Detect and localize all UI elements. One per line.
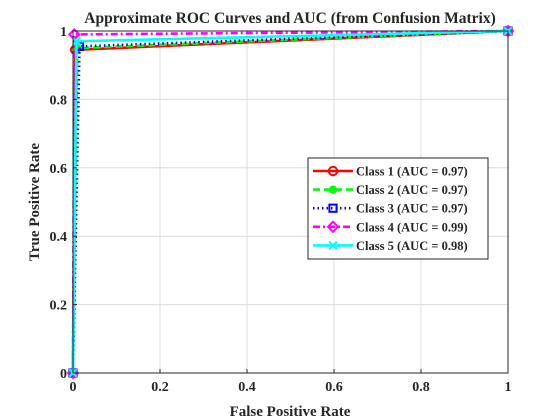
x-marker xyxy=(328,240,338,250)
y-axis-label: True Positive Rate xyxy=(27,143,43,261)
legend-item-class-1: Class 1 (AUC = 0.97) xyxy=(313,165,468,179)
square-marker xyxy=(328,203,338,213)
chart-title: Approximate ROC Curves and AUC (from Con… xyxy=(84,10,495,27)
x-tick-label: 1 xyxy=(505,380,512,395)
x-tick-label: 0.2 xyxy=(151,380,169,395)
legend: Class 1 (AUC = 0.97) Class 2 (AUC = 0.97)… xyxy=(307,157,489,260)
x-tick-label: 0.8 xyxy=(412,380,430,395)
y-tick-label: 0.6 xyxy=(50,162,68,177)
legend-box xyxy=(307,157,489,260)
x-axis-label: False Positive Rate xyxy=(230,404,351,420)
diamond-marker xyxy=(326,220,340,234)
x-tick-label: 0.4 xyxy=(238,380,256,395)
legend-item-class-5: Class 5 (AUC = 0.98) xyxy=(313,239,468,253)
legend-label: Class 2 (AUC = 0.97) xyxy=(356,183,468,197)
legend-item-class-3: Class 3 (AUC = 0.97) xyxy=(313,202,468,216)
roc-series-class-5 xyxy=(68,26,513,378)
dot-marker xyxy=(328,185,338,194)
y-tick-label: 0.4 xyxy=(50,230,68,245)
legend-item-class-4: Class 4 (AUC = 0.99) xyxy=(313,220,468,234)
circle-marker xyxy=(327,165,339,177)
diamond-marker xyxy=(66,366,80,380)
legend-label: Class 4 (AUC = 0.99) xyxy=(356,220,468,234)
legend-label: Class 3 (AUC = 0.97) xyxy=(356,202,468,216)
y-tick-label: 0 xyxy=(60,367,67,382)
x-tick-label: 0.6 xyxy=(325,380,343,395)
x-marker xyxy=(71,36,81,46)
y-tick-label: 1 xyxy=(60,25,67,40)
legend-item-class-2: Class 2 (AUC = 0.97) xyxy=(313,183,468,197)
legend-label: Class 5 (AUC = 0.98) xyxy=(356,239,468,253)
legend-label: Class 1 (AUC = 0.97) xyxy=(356,165,468,179)
y-tick-label: 0.2 xyxy=(50,299,68,314)
tick-layer: 0 0.2 0.4 0.6 0.8 1 0 0.2 0.4 0.6 0.8 1 xyxy=(50,25,512,395)
plot-frame xyxy=(72,30,509,374)
x-tick-label: 0 xyxy=(70,380,77,395)
y-tick-label: 0.8 xyxy=(50,93,68,108)
